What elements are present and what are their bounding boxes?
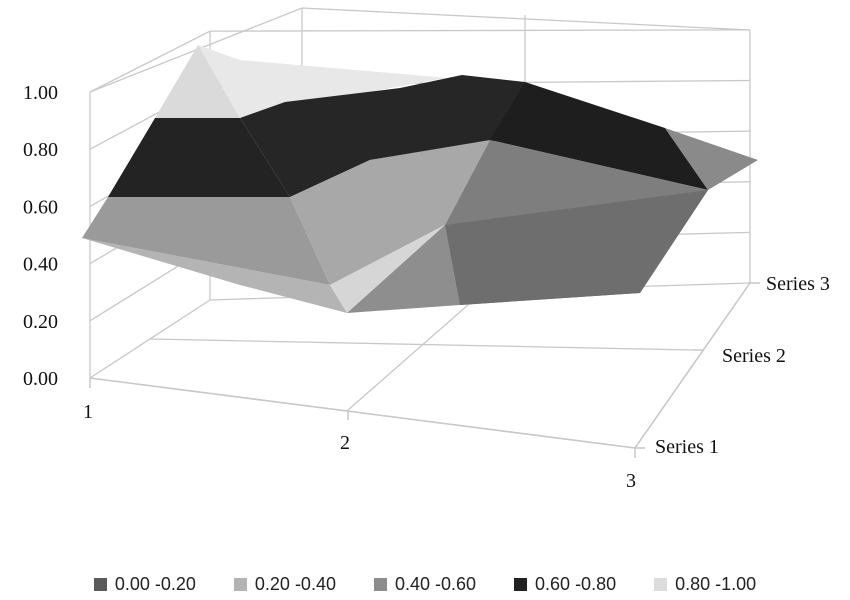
- surface-patch-peak-left: [155, 45, 240, 118]
- x-tick-label-2: 2: [340, 432, 350, 454]
- series-axis-line: [634, 282, 751, 449]
- z-tick-label-2: 0.40: [23, 254, 58, 276]
- surface-patch-front-right: [445, 190, 708, 305]
- z-tick-label-3: 0.60: [23, 196, 58, 218]
- legend-label-2: 0.40 -0.60: [394, 573, 477, 594]
- surface-patch-peak: [198, 45, 530, 118]
- surface-patch-valley-light: [330, 225, 445, 313]
- legend-label-0: 0.00 -0.20: [114, 573, 196, 594]
- back-wall-top-edge: [301, 7, 751, 31]
- legend-label-3: 0.60 -0.80: [535, 573, 617, 594]
- floor-series-gridline-1: [149, 338, 694, 351]
- legend-item-1: 0.20 -0.40: [233, 570, 336, 598]
- legend-label-4: 0.80 -1.00: [675, 573, 757, 594]
- x-tick-label-1: 1: [83, 401, 93, 423]
- z-gridline-side-5: [89, 30, 211, 93]
- front-axes: [89, 282, 760, 458]
- legend: 0.00 -0.20 0.20 -0.40 0.40 -0.60 0.60 -0.80…: [0, 570, 850, 598]
- surface-patch-left-mid: [82, 197, 330, 285]
- series-label-2: Series 2: [722, 345, 786, 367]
- legend-item-3: 0.60 -0.80: [514, 570, 616, 598]
- z-tick-label-1: 0.20: [23, 311, 58, 333]
- surface-patch-right-edge: [665, 128, 758, 190]
- legend-swatch-0: [93, 577, 107, 591]
- series-label-3: Series 3: [766, 273, 830, 295]
- z-axis-tick-labels: 0.00 0.20 0.40 0.60 0.80 1.00: [23, 82, 58, 390]
- legend-swatch-3: [514, 577, 528, 591]
- surface-patch-valley-front: [347, 225, 460, 313]
- legend-swatch-4: [654, 577, 668, 591]
- z-tick-label-4: 0.80: [23, 139, 58, 161]
- surface: [82, 45, 758, 313]
- z-tick-label-5: 1.00: [23, 82, 58, 104]
- z-gridline-back-5: [209, 29, 751, 32]
- x-tick-label-3: 3: [626, 470, 636, 492]
- x-axis-line: [89, 377, 636, 449]
- legend-item-2: 0.40 -0.60: [373, 570, 477, 598]
- legend-item-4: 0.80 -1.00: [654, 570, 756, 598]
- legend-label-1: 0.20 -0.40: [254, 573, 336, 594]
- series-label-1: Series 1: [655, 436, 719, 458]
- z-tick-label-0: 0.00: [23, 368, 58, 390]
- surface-patch-front-left: [82, 238, 347, 313]
- legend-item-0: 0.00 -0.20: [93, 570, 196, 598]
- surface-patch-center-mid: [290, 140, 490, 285]
- surface-patch-band-dark-left: [108, 118, 290, 197]
- surface-patch-band-dark-center: [240, 75, 525, 197]
- surface-patch-band-dark-right: [490, 82, 708, 190]
- legend-swatch-1: [233, 577, 247, 591]
- legend-swatch-2: [373, 577, 387, 591]
